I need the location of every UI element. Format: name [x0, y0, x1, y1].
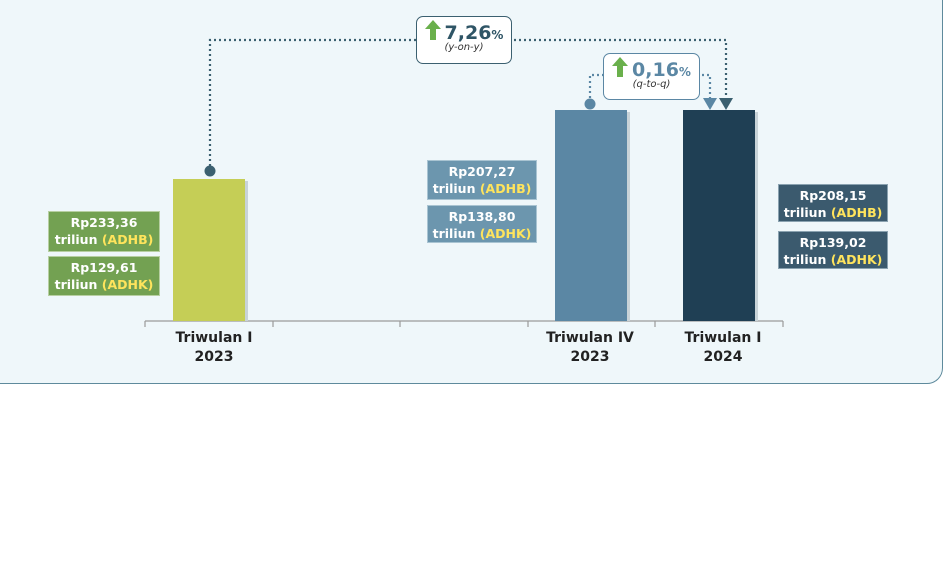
- yoy-arrowhead: [719, 98, 733, 110]
- category-label-q1-2024: Triwulan I 2024: [684, 330, 762, 365]
- arrow-up-icon: [612, 57, 629, 77]
- label-q1-2024-adhb: Rp208,15 triliun (ADHB): [778, 184, 888, 222]
- label-q4-2023-adhk: Rp138,80 triliun (ADHK): [427, 205, 537, 243]
- qtq-percent-sign: %: [678, 65, 691, 79]
- category-label-q1-2023: Triwulan I 2023: [175, 330, 253, 365]
- label-q1-2023-adhb: Rp233,36 triliun (ADHB): [48, 211, 160, 252]
- yoy-growth-value: 7,26: [444, 22, 492, 44]
- qtq-dot: [584, 98, 596, 110]
- bar-q4-2023-shadow: [627, 112, 630, 321]
- x-axis: [144, 320, 784, 327]
- bar-q1-2024: [683, 110, 755, 321]
- qtq-growth-value: 0,16: [632, 59, 679, 81]
- label-q1-2023-adhk: Rp129,61 triliun (ADHK): [48, 256, 160, 296]
- bar-q1-2023: [173, 179, 245, 321]
- qtq-arrowhead: [703, 98, 717, 110]
- yoy-percent-sign: %: [491, 28, 504, 42]
- arrow-up-icon: [424, 20, 441, 40]
- qtq-period-label: (q-to-q): [632, 79, 671, 90]
- yoy-growth-box: 7,26% (y-on-y): [416, 16, 512, 64]
- label-q4-2023-adhb: Rp207,27 triliun (ADHB): [427, 160, 537, 200]
- yoy-period-label: (y-on-y): [444, 42, 484, 53]
- category-label-q4-2023: Triwulan IV 2023: [546, 330, 634, 365]
- label-q1-2024-adhk: Rp139,02 triliun (ADHK): [778, 231, 888, 269]
- bar-q4-2023: [555, 110, 627, 321]
- qtq-growth-box: 0,16% (q-to-q): [603, 53, 700, 100]
- yoy-connector: [208, 38, 728, 171]
- bar-q1-2024-shadow: [755, 112, 758, 321]
- yoy-dot: [204, 165, 216, 177]
- qtq-connector: [588, 73, 712, 103]
- bar-q1-2023-shadow: [245, 181, 248, 321]
